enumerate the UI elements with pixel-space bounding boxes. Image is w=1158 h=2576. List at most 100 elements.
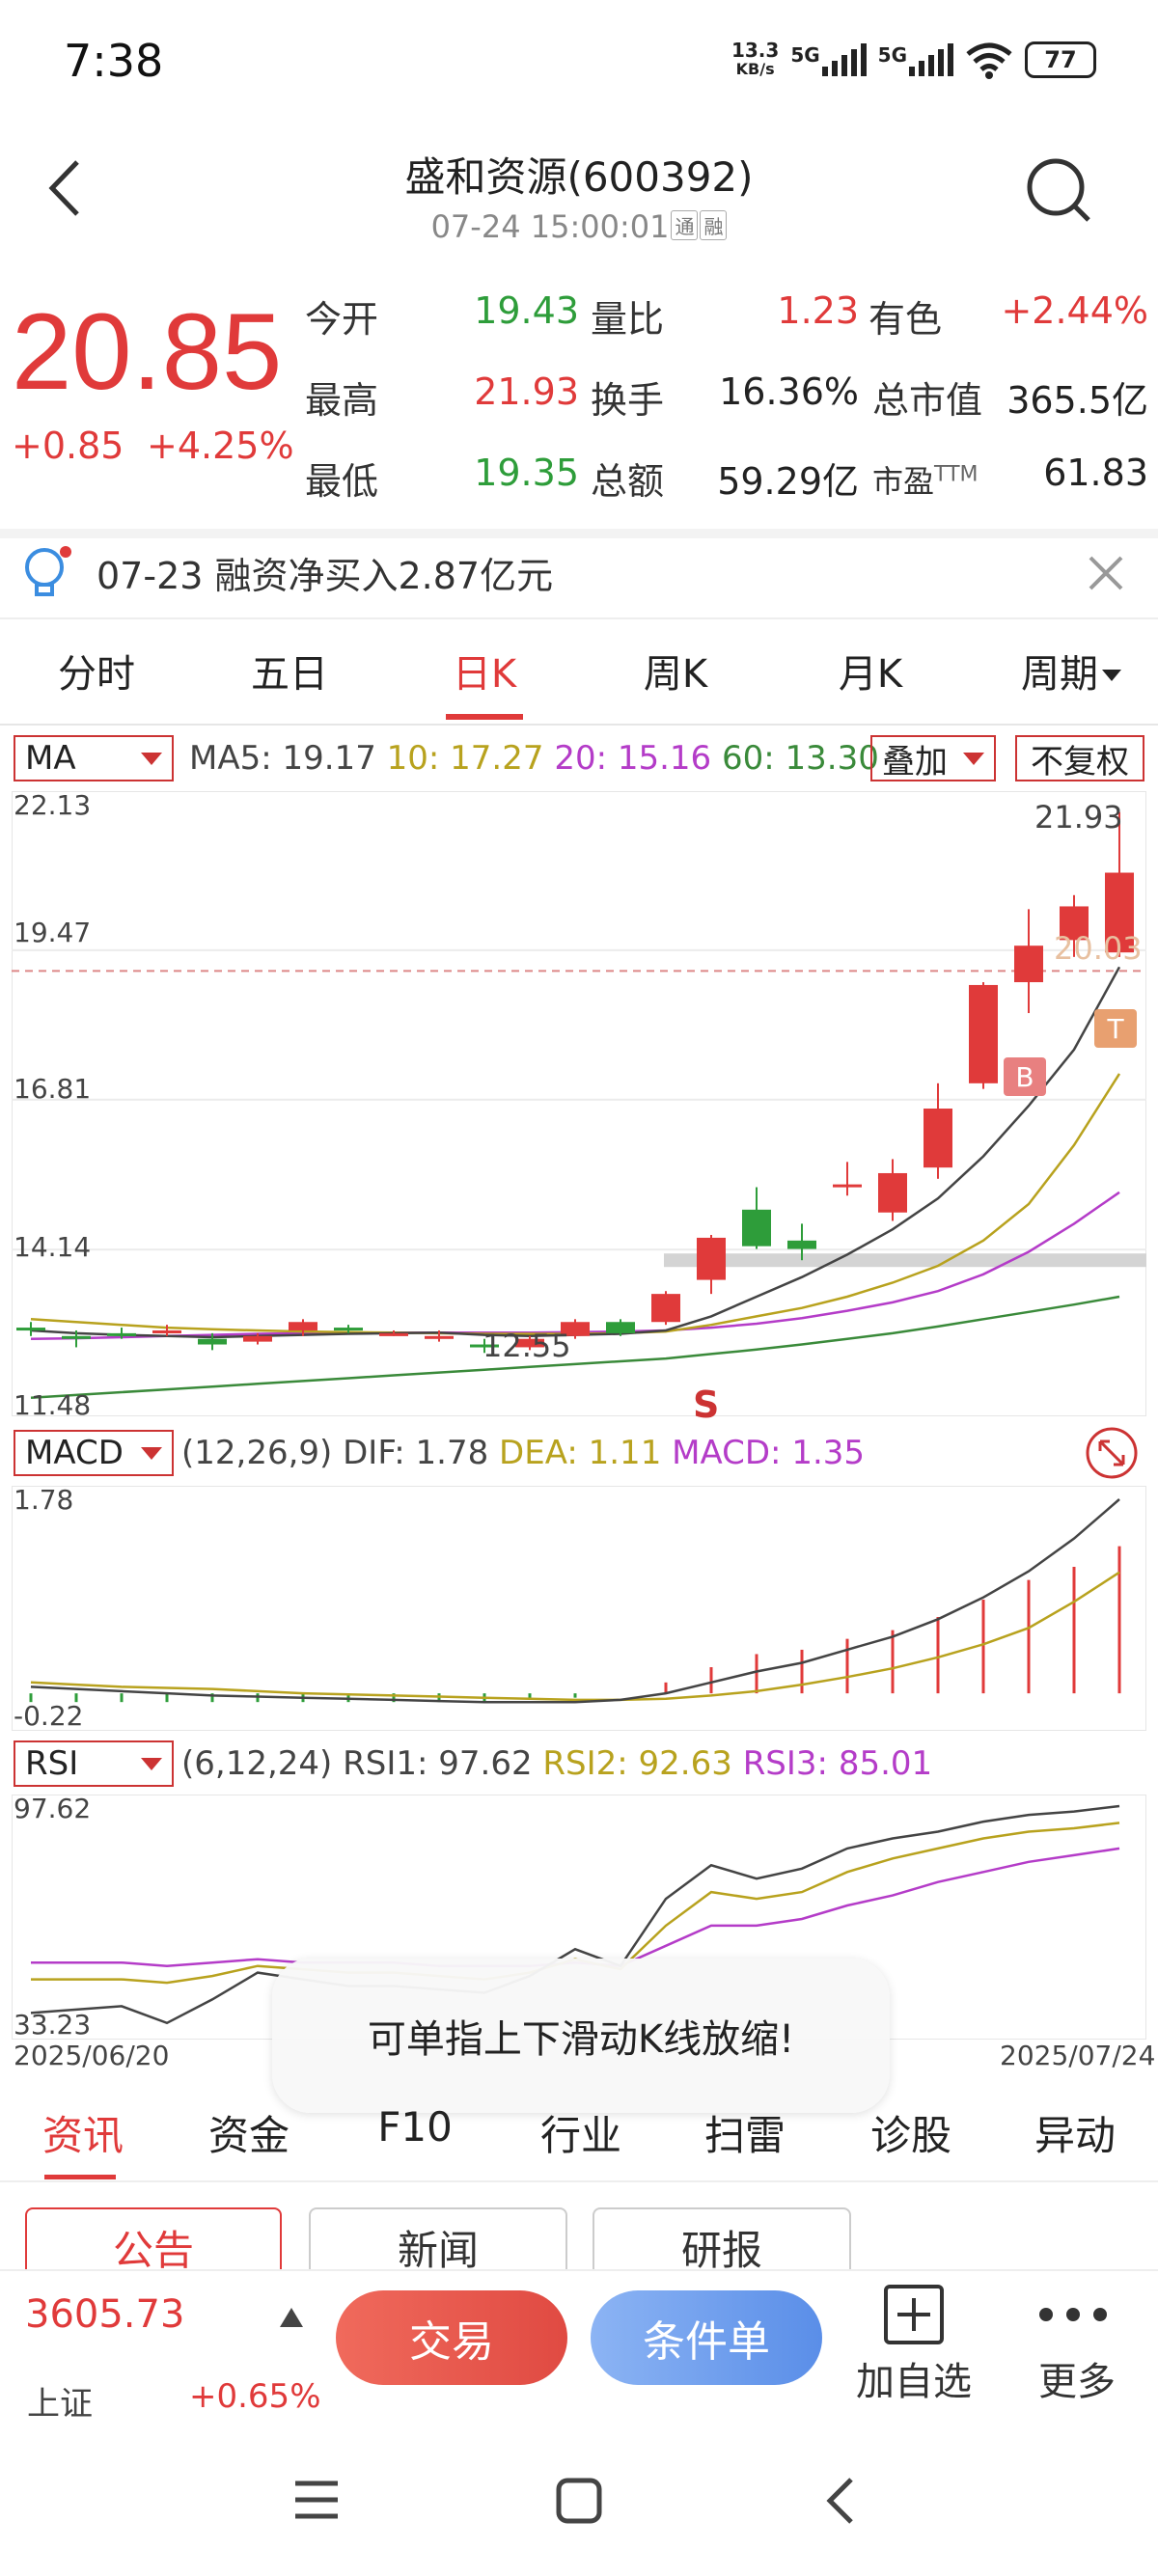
tab-industry[interactable]: 行业	[539, 2112, 621, 2159]
net-speed: 13.3 KB/s	[731, 39, 780, 78]
lightbulb-icon	[25, 546, 71, 596]
up-arrow-icon	[280, 2308, 303, 2327]
candle-body	[924, 1109, 952, 1168]
tab-diagnosis[interactable]: 诊股	[869, 2112, 951, 2159]
more-icon[interactable]	[1034, 2300, 1112, 2329]
search-icon[interactable]	[1023, 154, 1094, 226]
subtab-announcements[interactable]: 公告	[25, 2207, 282, 2285]
y-axis-tick: 14.14	[14, 1231, 92, 1263]
trade-button[interactable]: 交易	[336, 2290, 567, 2385]
label-pe-ttm: TTM	[934, 462, 979, 487]
status-time: 7:38	[64, 35, 164, 87]
label-sector[interactable]: 有色	[868, 298, 943, 341]
candle-body	[1014, 945, 1043, 983]
current-price: 20.85	[12, 291, 283, 412]
candle-body	[152, 1329, 181, 1333]
tab-anomaly[interactable]: 异动	[1034, 2112, 1116, 2159]
index-change: +0.65%	[189, 2377, 321, 2416]
tab-daily-k[interactable]: 日K	[452, 652, 517, 697]
rsi-select[interactable]: RSI	[14, 1740, 174, 1787]
page-subtitle: 07-24 15:00:01 通融	[0, 208, 1158, 245]
kline-chart[interactable]	[12, 791, 1146, 1416]
candle-body	[833, 1184, 862, 1188]
back-icon[interactable]	[39, 154, 96, 222]
dea-line	[30, 1571, 1120, 1702]
candle-body	[107, 1332, 136, 1336]
status-icons: 13.3 KB/s 5G 5G 77	[731, 41, 1096, 79]
index-value[interactable]: 3605.73	[25, 2292, 185, 2337]
margin-notice-bar[interactable]	[0, 529, 1158, 619]
home-icon[interactable]	[554, 2476, 604, 2526]
tag-rong: 融	[700, 210, 728, 240]
y-axis-min: 11.48	[14, 1389, 92, 1421]
zoom-hint-toast: 可单指上下滑动K线放缩!	[272, 1959, 890, 2113]
value-turnover: 16.36%	[719, 370, 859, 413]
rsi-values: (6,12,24) RSI1: 97.62 RSI2: 92.63 RSI3: …	[181, 1744, 933, 1783]
macd-chart[interactable]	[12, 1486, 1146, 1731]
y-axis-tick: 19.47	[14, 917, 92, 948]
candle-body	[334, 1328, 363, 1331]
tab-capital[interactable]: 资金	[207, 2112, 290, 2159]
candle-body	[470, 1344, 499, 1348]
battery-icon: 77	[1025, 41, 1096, 78]
high-price-label: 21.93	[1034, 799, 1123, 836]
tab-weekly-k[interactable]: 周K	[643, 652, 708, 697]
last-price-label: 20.03	[1054, 930, 1143, 967]
conditional-order-button[interactable]: 条件单	[591, 2290, 822, 2385]
buy-marker[interactable]: B	[1004, 1057, 1046, 1096]
nav-back-icon[interactable]	[820, 2474, 863, 2528]
label-open: 今开	[305, 298, 379, 341]
candle-body	[651, 1294, 680, 1323]
expand-icon[interactable]	[1085, 1426, 1139, 1480]
rsi-y-max: 97.62	[14, 1793, 92, 1824]
value-amount: 59.29亿	[717, 460, 859, 503]
label-high: 最高	[305, 379, 379, 422]
tab-f10[interactable]: F10	[377, 2103, 453, 2151]
label-volume-ratio: 量比	[591, 298, 665, 341]
candle-body	[62, 1335, 91, 1339]
divider	[0, 724, 1158, 726]
ma-values: MA5: 19.17 10: 17.27 20: 15.16 60: 13.30	[189, 739, 879, 778]
tab-news-info[interactable]: 资讯	[41, 2112, 124, 2159]
candle-body	[1105, 872, 1134, 953]
candle-body	[697, 1237, 726, 1280]
margin-notice-text: 07-23 融资净买入2.87亿元	[96, 555, 554, 597]
x-axis-end-date: 2025/07/24	[1000, 2040, 1156, 2071]
dropdown-icon	[963, 752, 984, 765]
dropdown-icon	[141, 752, 162, 765]
macd-select[interactable]: MACD	[14, 1430, 174, 1476]
quote-timestamp: 07-24 15:00:01	[430, 208, 670, 245]
add-watchlist-label[interactable]: 加自选	[856, 2360, 972, 2404]
close-icon[interactable]	[1085, 552, 1127, 594]
x-axis-start-date: 2025/06/20	[14, 2040, 170, 2071]
sell-signal-marker[interactable]: S	[693, 1384, 720, 1426]
add-watchlist-icon[interactable]	[882, 2283, 946, 2346]
adjust-select[interactable]: 不复权	[1015, 735, 1144, 781]
subtab-research[interactable]: 研报	[593, 2207, 851, 2285]
more-label[interactable]: 更多	[1038, 2360, 1116, 2404]
wifi-icon	[966, 42, 1012, 79]
tab-period[interactable]: 周期	[994, 643, 1148, 699]
rsi-y-min: 33.23	[14, 2009, 92, 2041]
macd-y-max: 1.78	[14, 1484, 74, 1516]
candle-body	[16, 1328, 45, 1331]
value-pe: 61.83	[1043, 452, 1148, 494]
candle-body	[561, 1322, 590, 1336]
support-band	[664, 1253, 1146, 1268]
t-marker[interactable]: T	[1094, 1009, 1137, 1048]
tab-five-day[interactable]: 五日	[251, 652, 328, 697]
active-info-tab-indicator	[44, 2175, 116, 2179]
candle-body	[606, 1322, 635, 1333]
overlay-select[interactable]: 叠加	[870, 735, 996, 781]
tab-monthly-k[interactable]: 月K	[838, 652, 903, 697]
ma-select[interactable]: MA	[14, 735, 174, 781]
kline-candles	[16, 811, 1134, 1354]
menu-icon[interactable]	[291, 2478, 342, 2522]
candle-body	[515, 1338, 544, 1348]
value-open: 19.43	[474, 289, 579, 332]
subtab-news[interactable]: 新闻	[309, 2207, 567, 2285]
macd-values: (12,26,9) DIF: 1.78 DEA: 1.11 MACD: 1.35	[181, 1434, 866, 1472]
dif-line	[30, 1498, 1120, 1704]
tab-risk-scan[interactable]: 扫雷	[703, 2112, 786, 2159]
tab-intraday[interactable]: 分时	[58, 652, 135, 697]
